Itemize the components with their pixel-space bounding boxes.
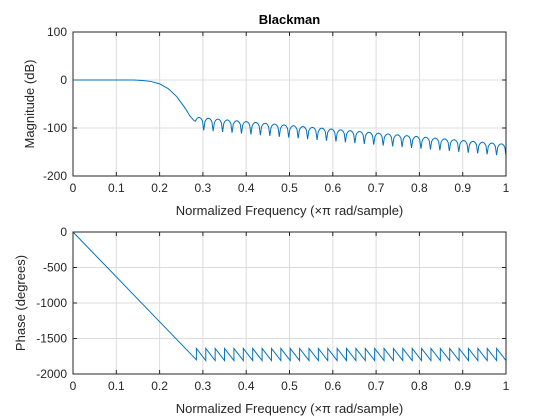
magnitude-xtick-label: 1: [503, 181, 510, 195]
magnitude-xtick-label: 0: [70, 181, 77, 195]
phase-series-line: [72, 231, 507, 362]
magnitude-series-line: [73, 79, 507, 156]
magnitude-xtick-label: 0.6: [324, 181, 341, 195]
phase-xtick-label: 0.6: [324, 379, 341, 393]
phase-xtick-label: 0.2: [151, 379, 168, 393]
phase-ytick-label: 0: [60, 225, 67, 239]
magnitude-xtick-label: 0.9: [454, 181, 471, 195]
magnitude-title: Blackman: [259, 12, 320, 27]
phase-xtick-label: 0.5: [281, 379, 298, 393]
phase-xtick-label: 0.1: [108, 379, 125, 393]
phase-xtick-label: 1: [503, 379, 510, 393]
magnitude-xtick-label: 0.7: [368, 181, 385, 195]
phase-xtick-label: 0.9: [454, 379, 471, 393]
magnitude-ytick-label: -200: [43, 169, 67, 183]
magnitude-ytick-label: 0: [60, 73, 67, 87]
phase-xtick-label: 0.8: [411, 379, 428, 393]
phase-axes-frame: [72, 231, 507, 375]
magnitude-ytick-label: -100: [43, 121, 67, 135]
magnitude-xtick-label: 0.5: [281, 181, 298, 195]
phase-xtick-label: 0.4: [238, 379, 255, 393]
magnitude-xtick-label: 0.3: [195, 181, 212, 195]
phase-xlabel: Normalized Frequency (×π rad/sample): [176, 401, 404, 416]
phase-xtick-label: 0.3: [195, 379, 212, 393]
magnitude-axes: 0 0.1 0.2 0.3 0.4 0.5 0.6 0.7 0.8 0.9 1 100 0 -100 -20…: [22, 12, 510, 218]
phase-ytick-label: -1000: [36, 296, 67, 310]
magnitude-xtick-label: 0.4: [238, 181, 255, 195]
phase-xtick-label: 0: [70, 379, 77, 393]
phase-xtick-label: 0.7: [368, 379, 385, 393]
magnitude-ylabel: Magnitude (dB): [22, 60, 37, 149]
phase-ytick-label: -1500: [36, 332, 67, 346]
phase-ytick-label: -2000: [36, 367, 67, 381]
magnitude-xtick-label: 0.1: [108, 181, 125, 195]
phase-ytick-label: -500: [43, 261, 67, 275]
magnitude-axes-frame: [72, 31, 507, 177]
phase-axes: 0 0.1 0.2 0.3 0.4 0.5 0.6 0.7 0.8 0.9 1 0 -500 -1000 -…: [13, 225, 510, 416]
phase-ylabel: Phase (degrees): [13, 255, 28, 351]
magnitude-ytick-label: 100: [47, 25, 67, 39]
magnitude-xlabel: Normalized Frequency (×π rad/sample): [176, 203, 404, 218]
magnitude-xtick-label: 0.2: [151, 181, 168, 195]
magnitude-xtick-label: 0.8: [411, 181, 428, 195]
